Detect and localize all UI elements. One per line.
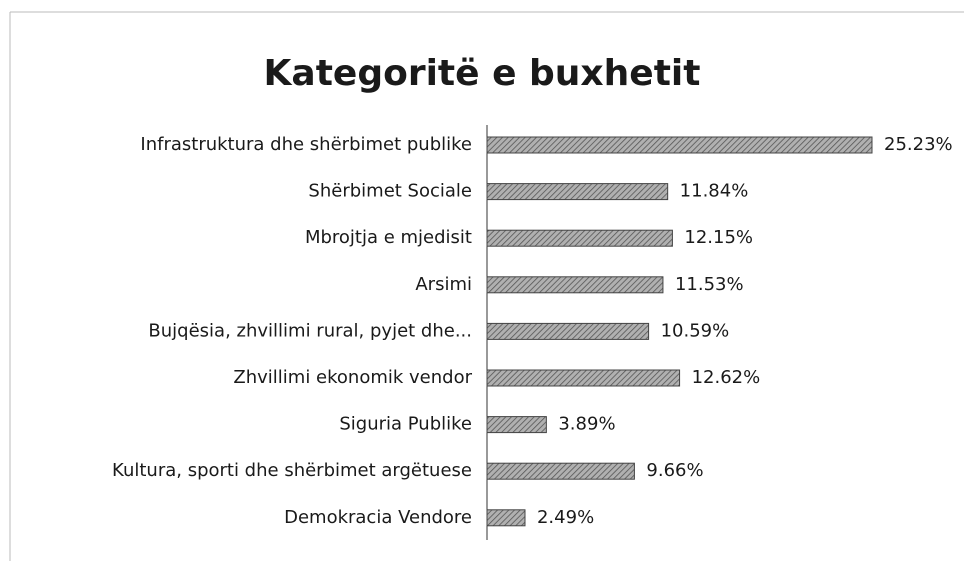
bar (486, 136, 873, 154)
category-label: Infrastruktura dhe shërbimet publike (140, 134, 472, 155)
value-label: 11.84% (680, 181, 749, 202)
bar (486, 462, 635, 480)
category-label: Arsimi (415, 274, 472, 295)
value-label: 25.23% (884, 134, 953, 155)
category-label: Demokracia Vendore (284, 507, 472, 528)
bar (486, 416, 547, 434)
category-label: Bujqësia, zhvillimi rural, pyjet dhe... (148, 320, 472, 341)
value-label: 12.15% (684, 227, 753, 248)
value-label: 12.62% (692, 367, 761, 388)
value-label: 9.66% (646, 460, 703, 481)
bar (486, 369, 681, 387)
bar (486, 183, 669, 201)
value-label: 3.89% (558, 414, 615, 435)
value-label: 10.59% (661, 320, 730, 341)
bar (486, 229, 673, 247)
category-label: Mbrojtja e mjedisit (305, 227, 472, 248)
bar (486, 509, 526, 527)
value-label: 2.49% (537, 507, 594, 528)
category-label: Zhvillimi ekonomik vendor (233, 367, 472, 388)
category-label: Shërbimet Sociale (308, 181, 472, 202)
category-label: Kultura, sporti dhe shërbimet argëtuese (112, 460, 472, 481)
value-label: 11.53% (675, 274, 744, 295)
chart-title: Kategoritë e buxhetit (264, 53, 701, 94)
bar (486, 276, 664, 294)
bar (486, 322, 650, 340)
category-label: Siguria Publike (339, 414, 472, 435)
